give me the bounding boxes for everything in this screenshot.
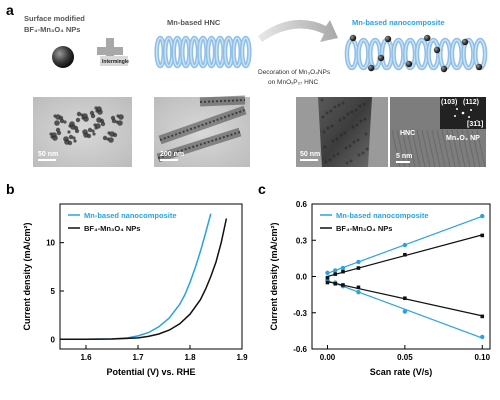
x-tick-label: 0.05 [397, 353, 413, 362]
hnc-label: Mn-based HNC [167, 18, 221, 27]
tem-image-hnc: 200 nm [154, 95, 250, 167]
np-tem-label: Mn₃O₄ NP [446, 135, 480, 142]
series-line [60, 218, 228, 341]
y-tick-label: -0.6 [293, 345, 307, 354]
data-point [480, 233, 485, 238]
curved-arrow-icon [258, 19, 338, 42]
scale-bar-2: 200 nm [160, 151, 184, 158]
surface-label-2: BF₄-Mn₃O₄ NPs [24, 25, 80, 34]
data-point [340, 265, 346, 271]
legend-entry: Mn-based nanocomposite [336, 211, 429, 220]
tem-image-nps: 50 nm [33, 97, 132, 167]
nanoparticle-sphere-icon [52, 46, 74, 68]
x-axis-label: Scan rate (V/s) [370, 367, 433, 377]
panel-letter-c: c [258, 181, 266, 197]
data-point [341, 269, 345, 274]
fft-label-2: (112) [463, 99, 479, 106]
data-point [480, 334, 485, 340]
fft-label-1: (103) [441, 99, 457, 106]
data-point [333, 281, 338, 286]
data-point [333, 268, 338, 273]
y-tick-label: 10 [46, 239, 55, 248]
panel-letter-a: a [6, 2, 14, 18]
x-axis-label: Potential (V) vs. RHE [106, 367, 195, 377]
data-point [356, 259, 361, 265]
legend-entry: BF₄-Mn₃O₄ NPs [336, 224, 392, 233]
data-point [325, 270, 330, 276]
tem-image-composite: 50 nm [296, 97, 388, 167]
data-point [325, 275, 330, 280]
x-tick-label: 1.8 [184, 353, 196, 362]
data-point [341, 283, 345, 287]
legend-entry: BF₄-Mn₃O₄ NPs [84, 224, 140, 233]
scan-rate-chart: 0.00 0.05 0.10 -0.6 -0.3 0.0 0.3 0.6 Mn-based na… [269, 200, 491, 377]
data-point [480, 314, 485, 319]
data-point [356, 285, 361, 290]
decoration-label-1: Decoration of Mn₃O₄NPs [258, 69, 331, 76]
data-point [402, 309, 408, 314]
scale-bar-1: 50 nm [38, 151, 58, 158]
data-point [325, 280, 330, 285]
y-tick-label: 0.0 [296, 273, 308, 282]
y-tick-label: 0.6 [296, 200, 308, 209]
data-point [402, 242, 408, 248]
lsv-chart: 1.6 1.7 1.8 1.9 0 5 10 Mn-based nanocomposite BF… [22, 203, 248, 377]
fft-inset [454, 108, 472, 118]
y-tick-label: 5 [51, 287, 56, 296]
x-tick-label: 0.10 [474, 353, 490, 362]
y-tick-label: 0 [51, 335, 56, 344]
data-point [333, 272, 338, 276]
x-tick-label: 1.9 [236, 353, 248, 362]
y-tick-label: 0.3 [296, 236, 308, 245]
data-point [403, 252, 407, 257]
hrtem-image: (103) (112) [31̄1] HNC Mn₃O₄ NP 5 nm [390, 97, 486, 168]
legend-entry: Mn-based nanocomposite [84, 211, 177, 220]
y-axis-label: Current density (mA/cm²) [269, 222, 279, 330]
nanocomposite-helix-icon [344, 34, 488, 73]
panel-letter-b: b [6, 181, 15, 197]
decoration-label-2: on MnOₓP₂₇ HNC [268, 79, 319, 86]
fit-line [327, 279, 483, 339]
x-tick-label: 0.00 [320, 353, 336, 362]
y-axis-label: Current density (mA/cm²) [22, 222, 32, 330]
scale-bar-3: 50 nm [300, 151, 320, 158]
data-point [356, 266, 361, 270]
surface-label-1: Surface modified [24, 14, 85, 23]
intermingle-label: Intermingle [102, 59, 129, 65]
fft-label-3: [31̄1] [467, 120, 483, 128]
hnc-helix-icon [154, 35, 252, 69]
scale-bar-4: 5 nm [396, 153, 412, 160]
x-tick-label: 1.6 [80, 353, 92, 362]
hnc-tem-label: HNC [400, 130, 415, 137]
y-tick-label: -0.3 [293, 309, 307, 318]
data-point [403, 296, 407, 301]
data-point [480, 213, 485, 219]
plus-icon [97, 38, 123, 64]
data-point [356, 290, 361, 295]
x-tick-label: 1.7 [132, 353, 144, 362]
nanocomposite-label: Mn-based nanocomposite [352, 18, 445, 27]
